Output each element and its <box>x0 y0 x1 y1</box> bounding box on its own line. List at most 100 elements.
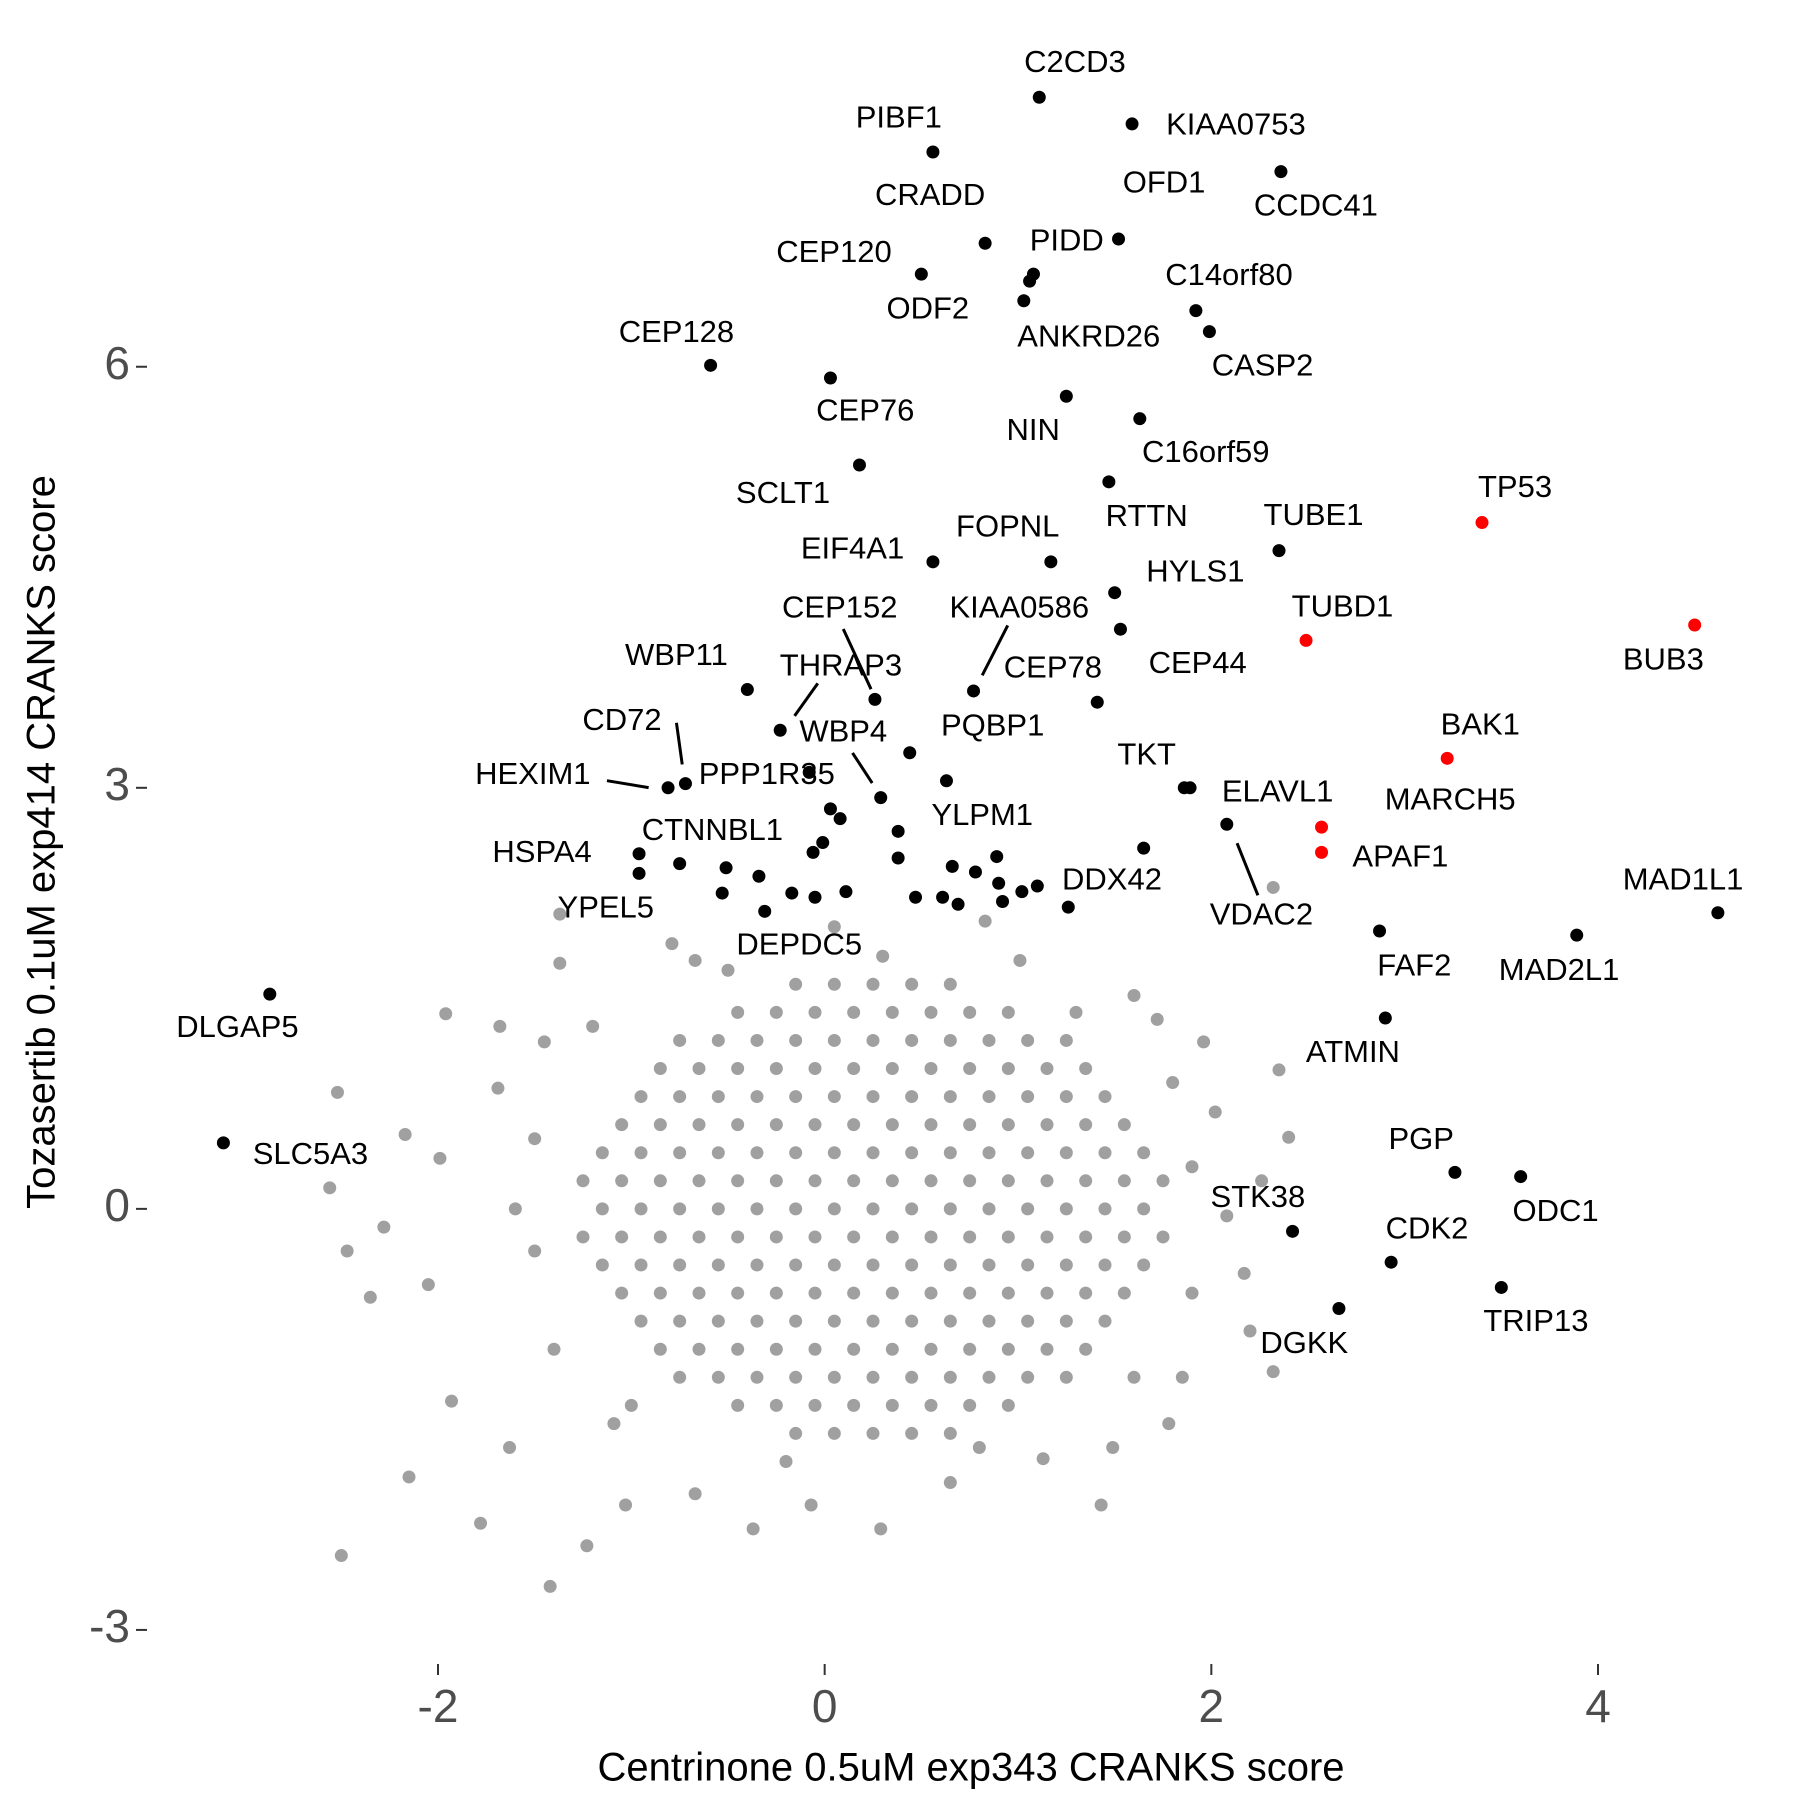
point <box>1220 817 1234 831</box>
point <box>866 1090 880 1104</box>
point <box>323 1181 337 1195</box>
point <box>808 1286 822 1300</box>
point <box>398 1127 412 1141</box>
point <box>1237 1266 1251 1280</box>
point-label: HYLS1 <box>1146 554 1244 589</box>
point-label: YPEL5 <box>558 889 655 924</box>
point <box>823 802 837 816</box>
point <box>972 1440 986 1454</box>
y-tick-label: 3 <box>104 758 130 810</box>
point <box>1202 325 1216 339</box>
point <box>1197 1035 1211 1049</box>
point <box>769 1118 783 1132</box>
point <box>1001 1286 1015 1300</box>
point <box>586 1019 600 1033</box>
point <box>963 1230 977 1244</box>
point <box>823 371 837 385</box>
point <box>508 1202 522 1216</box>
point <box>827 1202 841 1216</box>
point <box>789 1314 803 1328</box>
point <box>839 885 853 899</box>
y-tick-label: 6 <box>104 337 130 389</box>
point-label: WBP11 <box>625 637 728 672</box>
y-tick-label: 0 <box>104 1179 130 1231</box>
point <box>1688 618 1702 632</box>
point <box>1113 622 1127 636</box>
point <box>711 1370 725 1384</box>
point <box>847 1342 861 1356</box>
point <box>692 1174 706 1188</box>
point <box>491 1081 505 1095</box>
point <box>1059 1033 1073 1047</box>
point-label: ATMIN <box>1306 1034 1400 1069</box>
point <box>963 1062 977 1076</box>
point <box>982 1033 996 1047</box>
point <box>963 1342 977 1356</box>
point <box>785 886 799 900</box>
point <box>982 1314 996 1328</box>
point <box>963 1286 977 1300</box>
point <box>673 1370 687 1384</box>
point <box>1137 1202 1151 1216</box>
point-label: DEPDC5 <box>736 927 862 962</box>
point-label: EIF4A1 <box>801 530 904 565</box>
point <box>982 1146 996 1160</box>
point <box>874 1522 888 1536</box>
point <box>711 1033 725 1047</box>
point <box>866 1146 880 1160</box>
point <box>808 1398 822 1412</box>
point <box>847 1174 861 1188</box>
point <box>982 1370 996 1384</box>
point <box>474 1516 488 1530</box>
label-connector <box>1235 842 1260 896</box>
point <box>769 1230 783 1244</box>
point <box>632 866 646 880</box>
point <box>808 1118 822 1132</box>
point <box>634 1146 648 1160</box>
point <box>1021 1146 1035 1160</box>
point-label: PQBP1 <box>941 708 1044 743</box>
point <box>769 1174 783 1188</box>
point <box>1166 1076 1180 1090</box>
point-label: CEP44 <box>1149 645 1247 680</box>
point <box>1059 1370 1073 1384</box>
point-label: PIDD <box>1030 222 1104 257</box>
point <box>1272 544 1286 558</box>
point <box>1021 1202 1035 1216</box>
point <box>1001 1062 1015 1076</box>
point <box>1040 1062 1054 1076</box>
point <box>1156 1174 1170 1188</box>
point <box>740 683 754 697</box>
point <box>789 1033 803 1047</box>
point <box>827 1370 841 1384</box>
point <box>634 1258 648 1272</box>
point <box>731 1398 745 1412</box>
point <box>905 977 919 991</box>
point <box>967 684 981 698</box>
point <box>1137 841 1151 855</box>
point <box>978 914 992 928</box>
point <box>1001 1342 1015 1356</box>
point <box>746 1522 760 1536</box>
x-tick-label: 0 <box>812 1680 838 1732</box>
point <box>731 1342 745 1356</box>
point <box>996 894 1010 908</box>
point <box>924 1230 938 1244</box>
point <box>493 1019 507 1033</box>
point <box>607 1417 621 1431</box>
point <box>1079 1118 1093 1132</box>
point <box>1185 1286 1199 1300</box>
point <box>721 963 735 977</box>
point <box>827 1426 841 1440</box>
point-label: C16orf59 <box>1142 434 1270 469</box>
point <box>445 1394 459 1408</box>
point <box>827 1314 841 1328</box>
point <box>692 1062 706 1076</box>
point <box>673 1146 687 1160</box>
point-label: TKT <box>1117 737 1176 772</box>
point <box>615 1286 629 1300</box>
point <box>1032 90 1046 104</box>
point-label: MAD1L1 <box>1623 862 1744 897</box>
point <box>769 1062 783 1076</box>
point <box>943 1370 957 1384</box>
